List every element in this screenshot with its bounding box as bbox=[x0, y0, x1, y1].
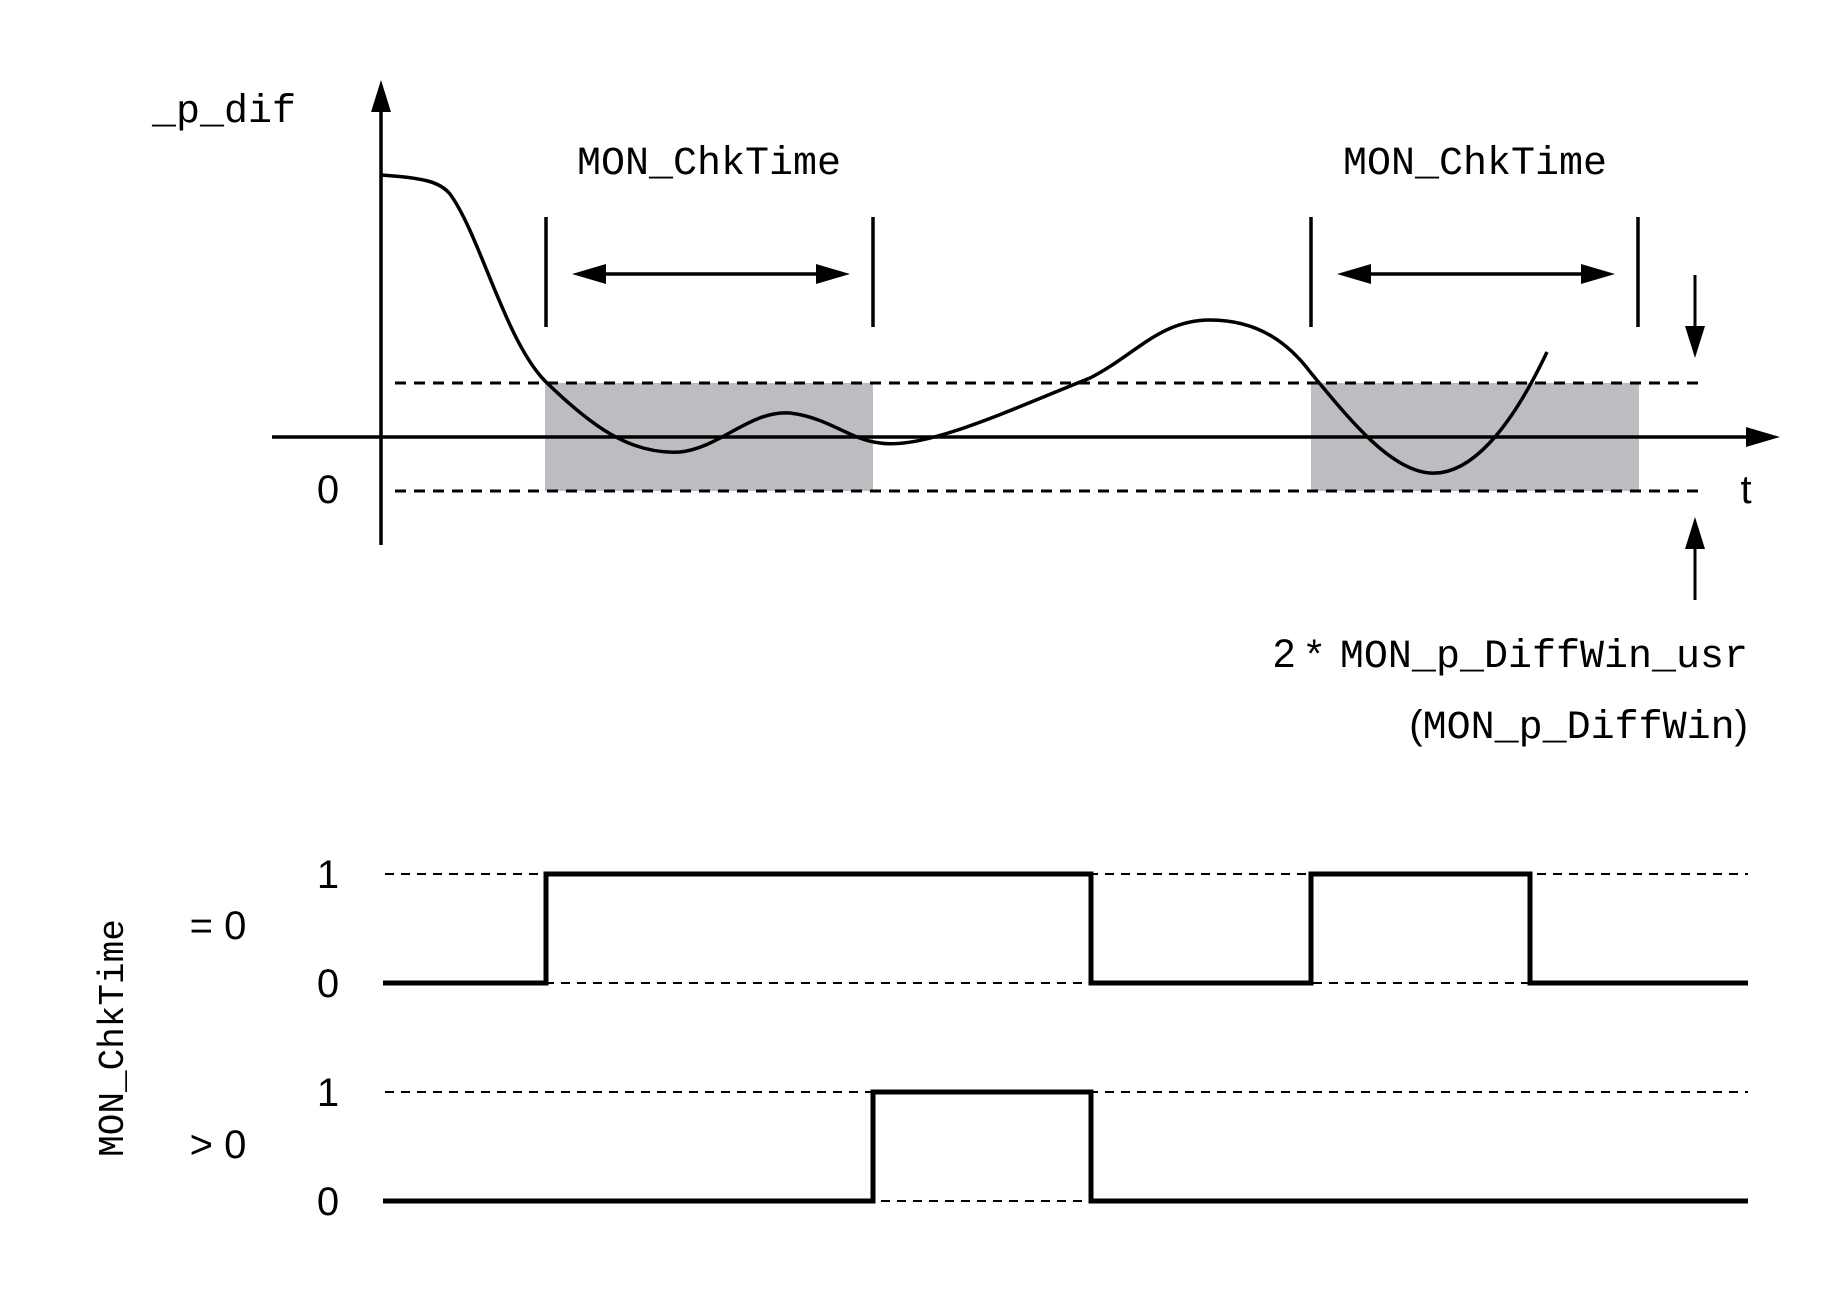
side-label: MON_ChkTime bbox=[93, 919, 134, 1157]
trace1-low-label: 0 bbox=[317, 962, 339, 1006]
band-bottom-indicator-arrowhead bbox=[1685, 517, 1705, 549]
chktime-2-left-arrowhead bbox=[1337, 264, 1371, 284]
chktime-2-label: MON_ChkTime bbox=[1343, 142, 1607, 187]
y-axis-label: _p_dif bbox=[151, 90, 296, 135]
trace2-condition-label: > 0 bbox=[190, 1123, 247, 1167]
trace-chktime-eq0 bbox=[383, 871, 1748, 986]
zero-label: 0 bbox=[317, 468, 339, 512]
x-axis-label: t bbox=[1740, 468, 1751, 512]
chktime-1-label: MON_ChkTime bbox=[577, 142, 841, 187]
chktime-1-left-arrowhead bbox=[572, 264, 606, 284]
trace2-low-label: 0 bbox=[317, 1180, 339, 1224]
trace2-high-label: 1 bbox=[317, 1071, 339, 1115]
band-top-indicator-arrowhead bbox=[1685, 326, 1705, 358]
trace-chktime-gt0 bbox=[383, 1089, 1748, 1204]
deviation-curve bbox=[380, 173, 1549, 475]
y-axis-arrowhead bbox=[371, 80, 391, 112]
window-size-label: 2 * MON_p_DiffWin_usr bbox=[1273, 631, 1748, 680]
trace1-high-label: 1 bbox=[317, 853, 339, 897]
trace1-condition-label: = 0 bbox=[190, 904, 247, 948]
window-size-alt-label: (MON_p_DiffWin) bbox=[1409, 703, 1748, 751]
chktime-2-right-arrowhead bbox=[1581, 264, 1615, 284]
chktime-1-right-arrowhead bbox=[816, 264, 850, 284]
x-axis-arrowhead bbox=[1746, 427, 1780, 447]
